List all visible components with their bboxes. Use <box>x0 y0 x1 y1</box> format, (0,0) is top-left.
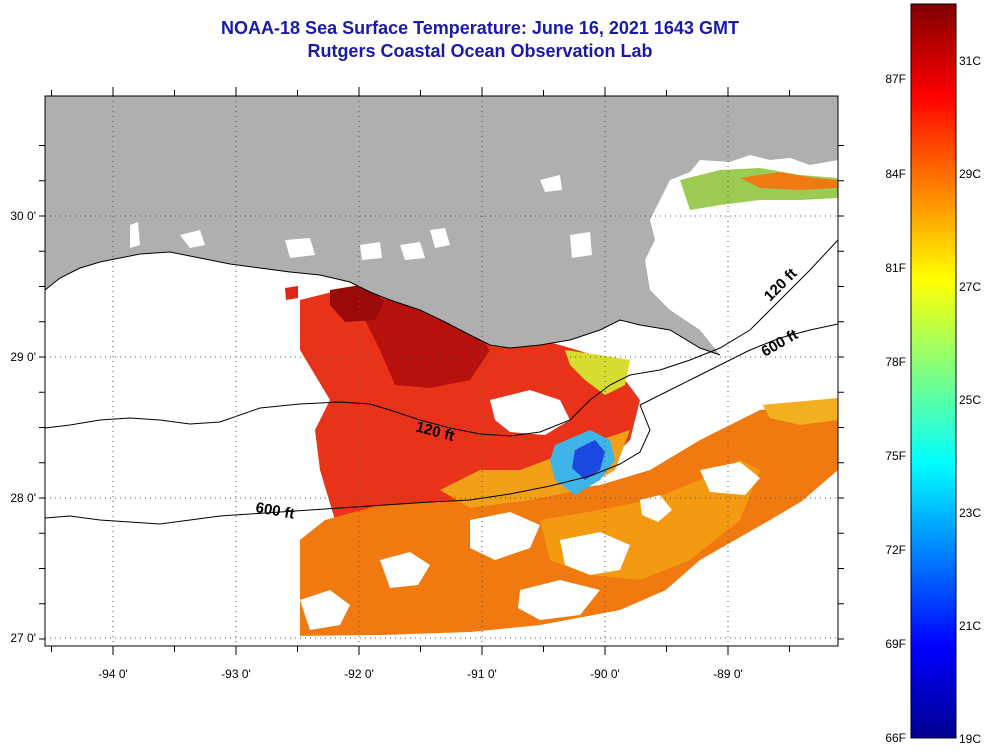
lon-label: -91 0' <box>467 667 497 681</box>
map-frame <box>44 95 839 647</box>
colorbar-f-label: 66F <box>885 731 906 745</box>
land <box>45 96 838 355</box>
colorbar-f-label: 72F <box>885 543 906 557</box>
colorbar-gradient <box>910 3 957 739</box>
lon-label: -90 0' <box>590 667 620 681</box>
isobath-600ft <box>45 323 838 525</box>
inland-water <box>130 175 592 260</box>
colorbar-c-label: 21C <box>959 619 981 633</box>
lat-axis-labels: 30 0' 29 0' 28 0' 27 0' <box>10 209 36 645</box>
colorbar-f-label: 75F <box>885 449 906 463</box>
lon-label: -89 0' <box>713 667 743 681</box>
colorbar-f-label: 81F <box>885 261 906 275</box>
graticule <box>45 96 838 646</box>
colorbar: 87F 84F 81F 78F 75F 72F 69F 66F 31C 29C … <box>885 3 981 746</box>
isobath-label-600-west: 600 ft <box>254 499 296 523</box>
lon-label: -92 0' <box>344 667 374 681</box>
colorbar-c-label: 27C <box>959 280 981 294</box>
map-title: NOAA-18 Sea Surface Temperature: June 16… <box>221 18 739 38</box>
isobath-120ft <box>45 239 838 437</box>
lat-label: 29 0' <box>10 350 36 364</box>
colorbar-f-label: 84F <box>885 167 906 181</box>
lat-label: 30 0' <box>10 209 36 223</box>
colorbar-c-label: 31C <box>959 54 981 68</box>
colorbar-c-label: 19C <box>959 732 981 746</box>
colorbar-f-label: 78F <box>885 355 906 369</box>
lon-label: -94 0' <box>98 667 128 681</box>
lon-axis-labels: -94 0' -93 0' -92 0' -91 0' -90 0' -89 0… <box>98 667 743 681</box>
coastline <box>45 251 721 356</box>
axis-ticks <box>39 87 844 655</box>
lat-label: 28 0' <box>10 491 36 505</box>
lon-label: -93 0' <box>221 667 251 681</box>
colorbar-f-label: 69F <box>885 637 906 651</box>
map-subtitle: Rutgers Coastal Ocean Observation Lab <box>307 41 653 61</box>
lat-label: 27 0' <box>10 631 36 645</box>
colorbar-c-label: 29C <box>959 167 981 181</box>
colorbar-c-label: 25C <box>959 393 981 407</box>
colorbar-c-label: 23C <box>959 506 981 520</box>
colorbar-fahrenheit-labels: 87F 84F 81F 78F 75F 72F 69F 66F <box>885 72 906 745</box>
colorbar-f-label: 87F <box>885 72 906 86</box>
colorbar-celsius-labels: 31C 29C 27C 25C 23C 21C 19C <box>959 54 981 746</box>
